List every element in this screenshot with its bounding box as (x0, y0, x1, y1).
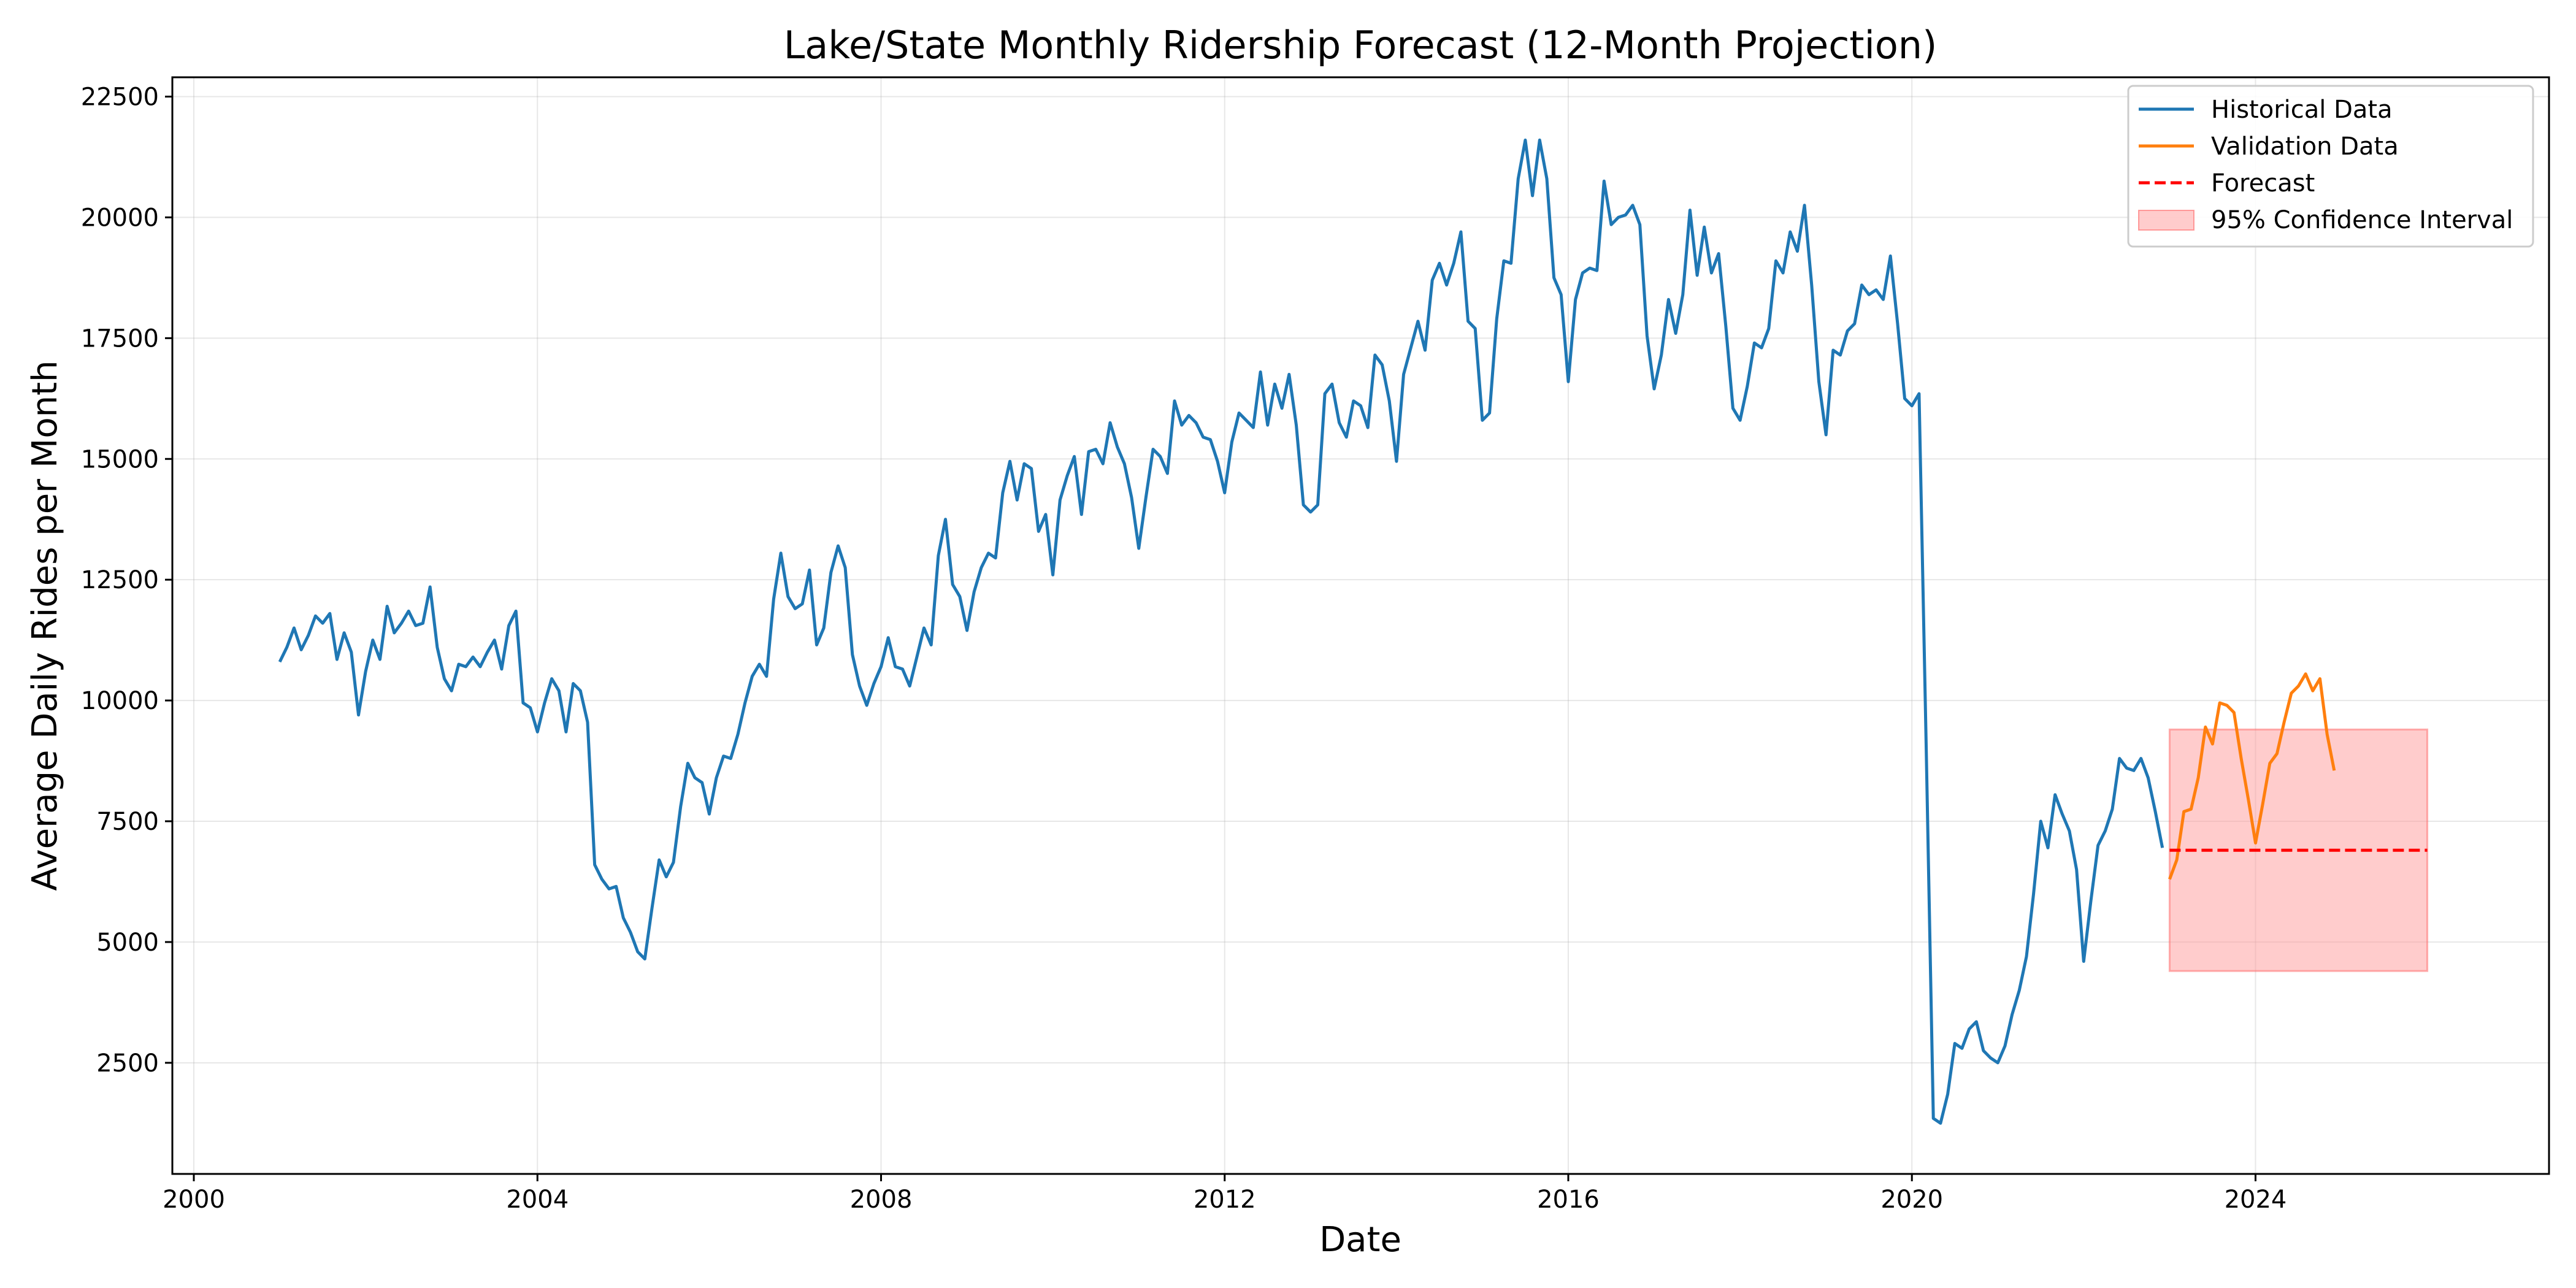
x-tick-label: 2020 (1880, 1186, 1943, 1214)
y-tick-label: 17500 (81, 324, 159, 353)
x-tick-label: 2012 (1194, 1186, 1256, 1214)
grid-lines (172, 77, 2549, 1174)
y-axis-ticks: 2500 5000 7500 10000 12500 15000 17500 20000 225… (81, 83, 172, 1078)
legend-label-confidence: 95% Confidence Interval (2211, 206, 2513, 234)
y-tick-label: 22500 (81, 83, 159, 112)
legend-label-forecast: Forecast (2211, 169, 2315, 197)
y-tick-label: 12500 (81, 566, 159, 594)
legend: Historical Data Validation Data Forecast… (2127, 85, 2534, 248)
y-tick-label: 2500 (96, 1049, 159, 1078)
x-axis-ticks: 2000 2004 2008 2012 2016 2020 2024 (163, 1174, 2287, 1214)
historical-data-line (278, 138, 2164, 1125)
x-axis-label: Date (1319, 1220, 1401, 1260)
legend-swatch-confidence (2138, 210, 2195, 231)
x-tick-label: 2008 (850, 1186, 913, 1214)
y-axis-label: Average Daily Rides per Month (25, 360, 65, 891)
legend-label-historical: Historical Data (2211, 96, 2393, 124)
series-layer (278, 138, 2428, 1125)
legend-frame (2127, 85, 2534, 248)
plot-frame (171, 76, 2550, 1175)
y-tick-label: 5000 (96, 929, 159, 957)
x-tick-label: 2024 (2225, 1186, 2287, 1214)
validation-data-line (2168, 672, 2336, 880)
y-tick-label: 20000 (81, 204, 159, 232)
y-tick-label: 15000 (81, 445, 159, 473)
x-tick-label: 2004 (506, 1186, 569, 1214)
x-tick-label: 2016 (1537, 1186, 1600, 1214)
chart-title: Lake/State Monthly Ridership Forecast (1… (784, 23, 1938, 67)
y-tick-label: 7500 (96, 808, 159, 836)
legend-label-validation: Validation Data (2211, 132, 2399, 161)
x-tick-label: 2000 (163, 1186, 225, 1214)
y-tick-label: 10000 (81, 687, 159, 715)
